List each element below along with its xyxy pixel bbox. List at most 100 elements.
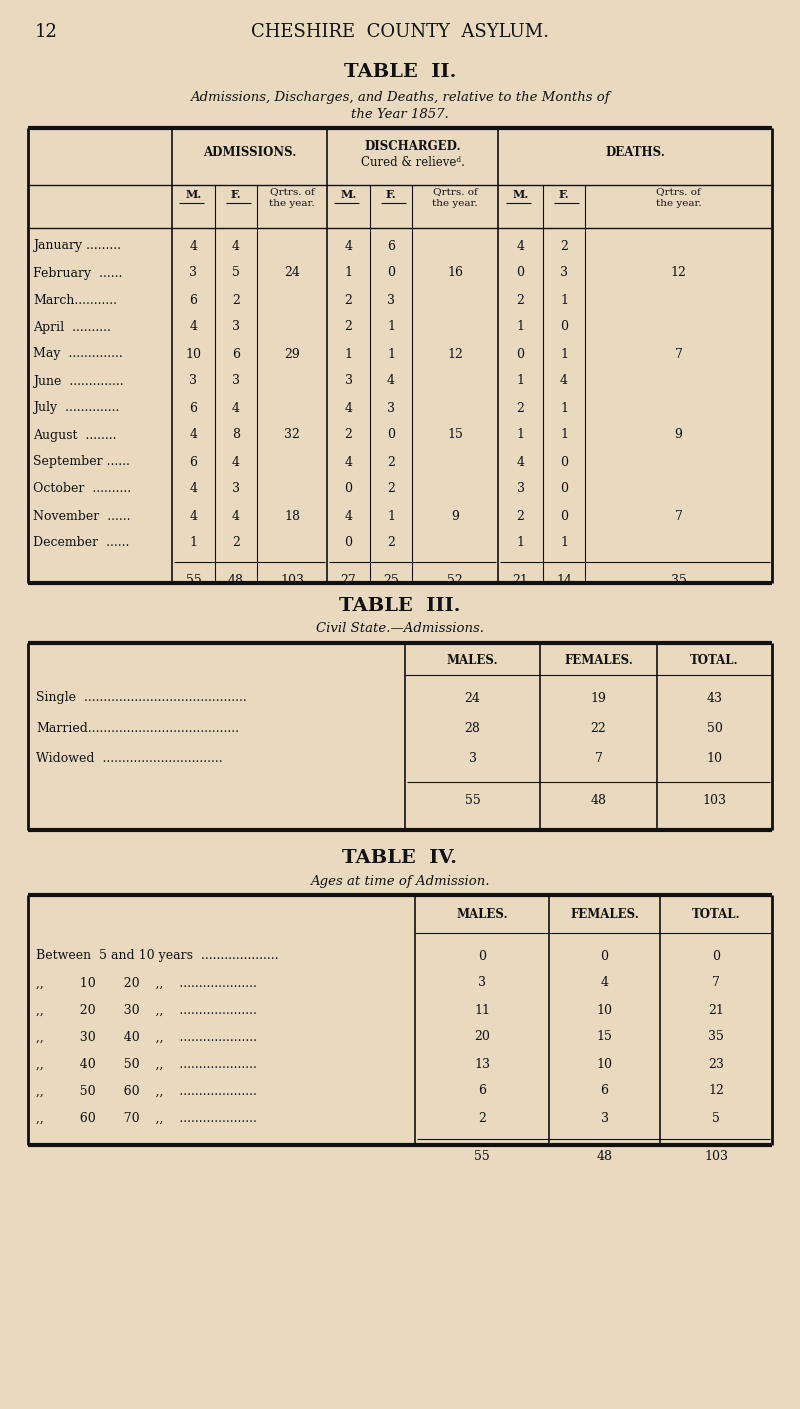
Text: 7: 7 — [712, 976, 720, 989]
Text: Qrtrs. of: Qrtrs. of — [656, 187, 701, 196]
Text: 1: 1 — [560, 428, 568, 441]
Text: 2: 2 — [387, 537, 395, 550]
Text: 4: 4 — [190, 320, 198, 334]
Text: 1: 1 — [387, 348, 395, 361]
Text: 0: 0 — [517, 348, 525, 361]
Text: DEATHS.: DEATHS. — [605, 145, 665, 158]
Text: Qrtrs. of: Qrtrs. of — [270, 187, 314, 196]
Text: 12: 12 — [447, 348, 463, 361]
Text: 3: 3 — [232, 320, 240, 334]
Text: 4: 4 — [232, 510, 240, 523]
Text: M.: M. — [186, 189, 202, 200]
Text: 20: 20 — [474, 1030, 490, 1044]
Text: 22: 22 — [590, 721, 606, 734]
Text: 15: 15 — [447, 428, 463, 441]
Text: 1: 1 — [517, 375, 525, 387]
Text: 25: 25 — [383, 573, 399, 586]
Text: 55: 55 — [474, 1151, 490, 1164]
Text: 4: 4 — [560, 375, 568, 387]
Text: 1: 1 — [517, 428, 525, 441]
Text: Widowed  ...............................: Widowed ............................... — [36, 751, 222, 765]
Text: the year.: the year. — [656, 200, 702, 209]
Text: 21: 21 — [708, 1003, 724, 1016]
Text: 2: 2 — [478, 1112, 486, 1124]
Text: 7: 7 — [674, 510, 682, 523]
Text: 2: 2 — [517, 293, 525, 307]
Text: May  ..............: May .............. — [33, 348, 122, 361]
Text: 0: 0 — [560, 510, 568, 523]
Text: TABLE  IV.: TABLE IV. — [342, 850, 458, 867]
Text: 9: 9 — [451, 510, 459, 523]
Text: December  ......: December ...... — [33, 537, 130, 550]
Text: 2: 2 — [232, 537, 240, 550]
Text: 2: 2 — [232, 293, 240, 307]
Text: 1: 1 — [560, 402, 568, 414]
Text: 32: 32 — [284, 428, 300, 441]
Text: 23: 23 — [708, 1058, 724, 1071]
Text: 4: 4 — [190, 482, 198, 496]
Text: 12: 12 — [35, 23, 58, 41]
Text: 1: 1 — [517, 320, 525, 334]
Text: ,,         60       70    ,,    ....................: ,, 60 70 ,, .................... — [36, 1112, 257, 1124]
Text: ,,         50       60    ,,    ....................: ,, 50 60 ,, .................... — [36, 1085, 257, 1098]
Text: 50: 50 — [706, 721, 722, 734]
Text: 4: 4 — [232, 455, 240, 469]
Text: F.: F. — [386, 189, 396, 200]
Text: 35: 35 — [670, 573, 686, 586]
Text: 2: 2 — [517, 510, 525, 523]
Text: 1: 1 — [517, 537, 525, 550]
Text: November  ......: November ...... — [33, 510, 130, 523]
Text: TOTAL.: TOTAL. — [690, 654, 739, 666]
Text: 0: 0 — [712, 950, 720, 962]
Text: 48: 48 — [590, 793, 606, 806]
Text: 8: 8 — [232, 428, 240, 441]
Text: 103: 103 — [704, 1151, 728, 1164]
Text: 48: 48 — [228, 573, 244, 586]
Text: 18: 18 — [284, 510, 300, 523]
Text: 2: 2 — [387, 455, 395, 469]
Text: ,,         10       20    ,,    ....................: ,, 10 20 ,, .................... — [36, 976, 257, 989]
Text: 4: 4 — [517, 240, 525, 252]
Text: 0: 0 — [601, 950, 609, 962]
Text: 2: 2 — [387, 482, 395, 496]
Text: the Year 1857.: the Year 1857. — [351, 107, 449, 121]
Text: 7: 7 — [594, 751, 602, 765]
Text: F.: F. — [230, 189, 242, 200]
Text: 0: 0 — [387, 266, 395, 279]
Text: 3: 3 — [601, 1112, 609, 1124]
Text: the year.: the year. — [269, 200, 315, 209]
Text: 3: 3 — [469, 751, 477, 765]
Text: 2: 2 — [560, 240, 568, 252]
Text: January .........: January ......... — [33, 240, 121, 252]
Text: 4: 4 — [517, 455, 525, 469]
Text: 28: 28 — [465, 721, 481, 734]
Text: 0: 0 — [387, 428, 395, 441]
Text: 48: 48 — [597, 1151, 613, 1164]
Text: ADMISSIONS.: ADMISSIONS. — [203, 145, 296, 158]
Text: 12: 12 — [670, 266, 686, 279]
Text: 3: 3 — [190, 266, 198, 279]
Text: 5: 5 — [712, 1112, 720, 1124]
Text: 6: 6 — [190, 402, 198, 414]
Text: October  ..........: October .......... — [33, 482, 131, 496]
Text: 6: 6 — [190, 293, 198, 307]
Text: 4: 4 — [345, 240, 353, 252]
Text: 0: 0 — [560, 455, 568, 469]
Text: 3: 3 — [478, 976, 486, 989]
Text: 29: 29 — [284, 348, 300, 361]
Text: 1: 1 — [560, 348, 568, 361]
Text: 27: 27 — [341, 573, 356, 586]
Text: M.: M. — [512, 189, 529, 200]
Text: ,,         30       40    ,,    ....................: ,, 30 40 ,, .................... — [36, 1030, 257, 1044]
Text: 3: 3 — [232, 375, 240, 387]
Text: 4: 4 — [345, 402, 353, 414]
Text: 6: 6 — [478, 1085, 486, 1098]
Text: 13: 13 — [474, 1058, 490, 1071]
Text: 6: 6 — [190, 455, 198, 469]
Text: FEMALES.: FEMALES. — [570, 909, 639, 921]
Text: TABLE  II.: TABLE II. — [344, 63, 456, 80]
Text: 103: 103 — [280, 573, 304, 586]
Text: 10: 10 — [597, 1058, 613, 1071]
Text: 4: 4 — [232, 240, 240, 252]
Text: 6: 6 — [387, 240, 395, 252]
